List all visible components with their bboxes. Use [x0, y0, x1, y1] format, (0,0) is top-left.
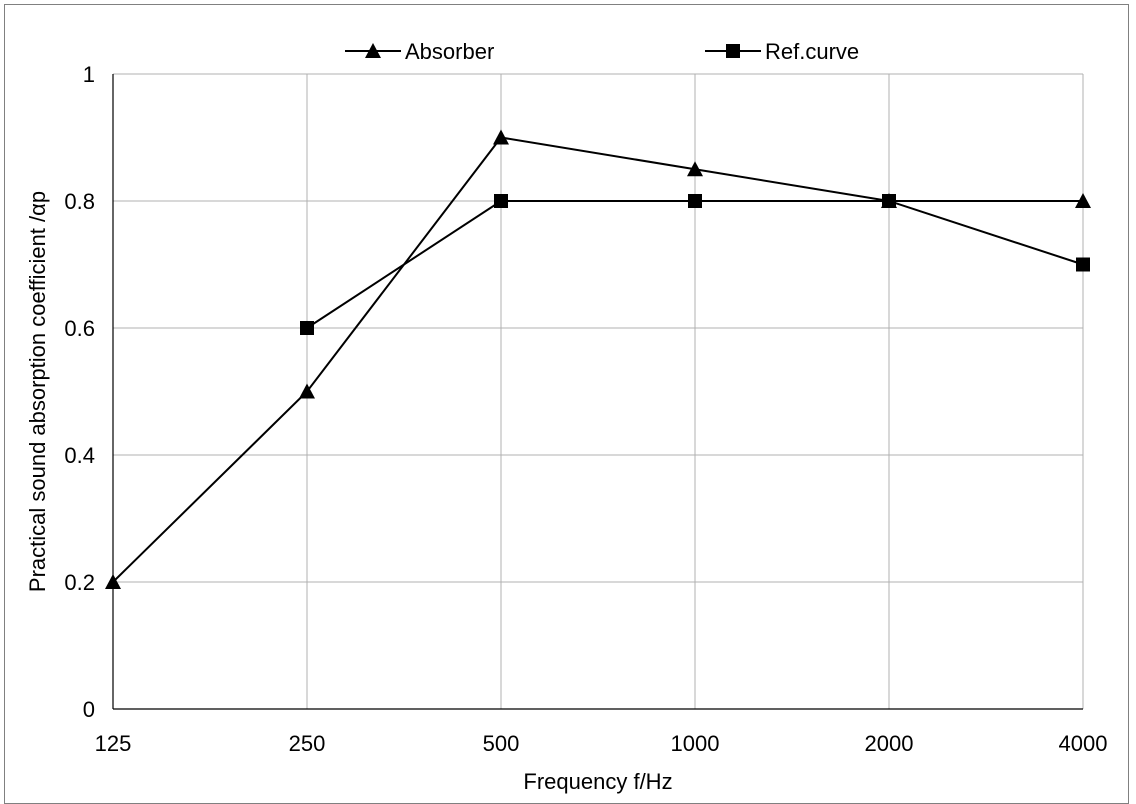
data-point-absorber-4000	[1075, 193, 1091, 208]
y-tick-label-2: 0.4	[64, 443, 95, 468]
y-tick-label-5: 1	[83, 62, 95, 87]
data-point-absorber-1000	[687, 161, 703, 177]
legend-marker-absorber	[365, 43, 381, 58]
data-point-ref-curve-2000	[882, 194, 896, 208]
data-point-absorber-250	[299, 383, 315, 399]
chart-frame: 0 0.2 0.4 0.6 0.8 1 125 250 500 1000 2000 4000 Frequ…	[4, 4, 1129, 804]
sound-absorption-chart: 0 0.2 0.4 0.6 0.8 1 125 250 500 1000 2000 4000 Frequ…	[25, 39, 1108, 794]
y-axis-title: Practical sound absorption coefficient /…	[25, 191, 50, 592]
data-point-ref-curve-4000	[1076, 257, 1090, 272]
data-point-ref-curve-1000	[688, 194, 702, 208]
data-point-absorber-125	[105, 574, 121, 589]
y-tick-label-0: 0	[83, 697, 95, 722]
x-tick-label-5: 4000	[1059, 731, 1108, 756]
data-point-ref-curve-250	[300, 321, 314, 335]
legend-label-ref-curve: Ref.curve	[765, 39, 859, 64]
legend-marker-ref-curve	[726, 44, 740, 58]
x-tick-label-4: 2000	[865, 731, 914, 756]
legend-label-absorber: Absorber	[405, 39, 494, 64]
data-point-absorber-500	[493, 129, 509, 145]
y-tick-label-3: 0.6	[64, 316, 95, 341]
x-axis-title: Frequency f/Hz	[523, 769, 672, 794]
y-tick-label-4: 0.8	[64, 189, 95, 214]
x-tick-label-2: 500	[483, 731, 520, 756]
x-tick-label-1: 250	[289, 731, 326, 756]
x-tick-label-3: 1000	[671, 731, 720, 756]
series-line-absorber	[112, 136, 1083, 583]
y-tick-label-1: 0.2	[64, 570, 95, 595]
x-tick-label-0: 125	[95, 731, 132, 756]
data-point-ref-curve-500	[494, 194, 508, 208]
